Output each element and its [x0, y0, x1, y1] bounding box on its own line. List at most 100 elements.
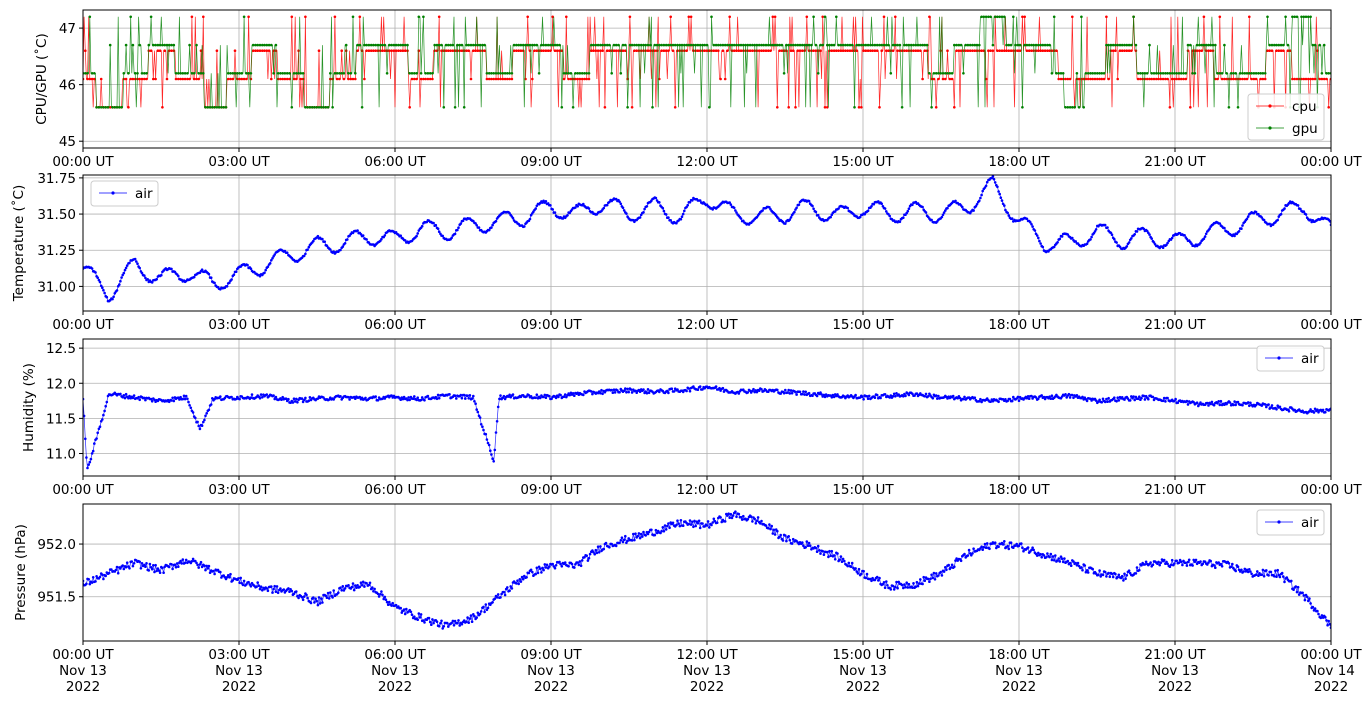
data-point: [1109, 231, 1113, 235]
data-point: [1130, 237, 1133, 240]
data-point: [715, 521, 719, 524]
data-point: [300, 595, 304, 599]
data-point: [815, 550, 819, 553]
data-point: [140, 562, 144, 565]
data-point: [188, 77, 191, 81]
data-point: [383, 49, 387, 52]
x-tick-label: 09:00 UT: [520, 317, 582, 333]
data-point: [1101, 397, 1105, 401]
data-point: [839, 555, 843, 558]
data-point: [1209, 402, 1212, 406]
data-point: [1263, 72, 1267, 75]
data-point: [1101, 573, 1105, 577]
data-point: [1274, 569, 1277, 572]
data-point: [212, 569, 215, 573]
data-point: [1021, 106, 1024, 109]
data-point: [791, 49, 795, 52]
data-point: [1037, 49, 1040, 52]
data-point: [939, 570, 942, 574]
data-point: [904, 585, 907, 589]
data-point: [997, 545, 1000, 549]
data-point: [206, 567, 210, 570]
data-point: [155, 277, 158, 281]
data-point: [1308, 410, 1311, 413]
data-point: [633, 49, 636, 52]
data-point: [662, 43, 666, 47]
data-point: [596, 49, 600, 52]
data-point: [1312, 411, 1316, 414]
data-point: [814, 43, 818, 47]
data-point: [181, 72, 185, 75]
data-point: [907, 582, 911, 586]
data-point: [264, 268, 268, 272]
data-point: [1207, 43, 1210, 47]
data-point: [1102, 72, 1106, 75]
data-point: [213, 106, 216, 109]
data-point: [343, 587, 347, 590]
data-point: [108, 43, 112, 47]
data-point: [891, 43, 895, 47]
data-point: [546, 43, 550, 47]
data-point: [950, 563, 954, 567]
data-point: [1246, 215, 1250, 218]
data-point: [1034, 43, 1038, 47]
data-point: [401, 43, 405, 47]
data-point: [1134, 43, 1138, 47]
data-point: [1159, 561, 1163, 564]
data-point: [1245, 77, 1249, 81]
data-point: [254, 43, 257, 47]
data-point: [540, 49, 543, 52]
data-point: [315, 599, 319, 603]
data-point: [569, 72, 573, 75]
data-point: [688, 519, 692, 522]
data-point: [835, 49, 838, 52]
data-point: [1175, 72, 1178, 75]
data-point: [521, 43, 525, 47]
data-point: [924, 392, 928, 396]
data-point: [1140, 396, 1143, 400]
data-point: [719, 43, 722, 47]
data-point: [258, 274, 262, 278]
data-point: [626, 387, 629, 391]
data-point: [321, 601, 324, 604]
data-point: [355, 586, 358, 589]
data-point: [508, 393, 511, 397]
data-point: [147, 43, 151, 47]
data-point: [477, 226, 481, 229]
data-point: [445, 621, 449, 625]
data-point: [307, 245, 311, 249]
data-point: [545, 563, 549, 567]
data-point: [864, 49, 868, 52]
data-point: [228, 576, 231, 579]
data-point: [251, 49, 255, 52]
data-point: [667, 216, 670, 219]
data-point: [211, 106, 214, 109]
data-point: [1071, 15, 1074, 19]
data-point: [1066, 559, 1070, 563]
data-point: [158, 49, 162, 52]
data-point: [1142, 394, 1146, 398]
data-point: [946, 72, 949, 75]
data-point: [742, 43, 745, 47]
data-point: [493, 448, 497, 452]
data-point: [1229, 565, 1233, 568]
data-point: [272, 72, 275, 75]
data-point: [608, 200, 611, 204]
data-point: [482, 428, 485, 432]
data-point: [1080, 566, 1083, 569]
series-air: [83, 385, 1331, 470]
data-point: [1048, 43, 1051, 47]
data-point: [772, 528, 776, 532]
data-point: [646, 388, 650, 391]
data-point: [468, 394, 472, 397]
data-point: [737, 49, 741, 52]
data-point: [749, 515, 753, 518]
data-point: [776, 388, 779, 392]
data-point: [894, 15, 897, 19]
data-point: [878, 43, 881, 47]
data-point: [195, 77, 198, 81]
data-point: [167, 565, 171, 569]
data-point: [135, 260, 138, 263]
legend: air: [1256, 509, 1325, 536]
data-point: [431, 618, 434, 621]
